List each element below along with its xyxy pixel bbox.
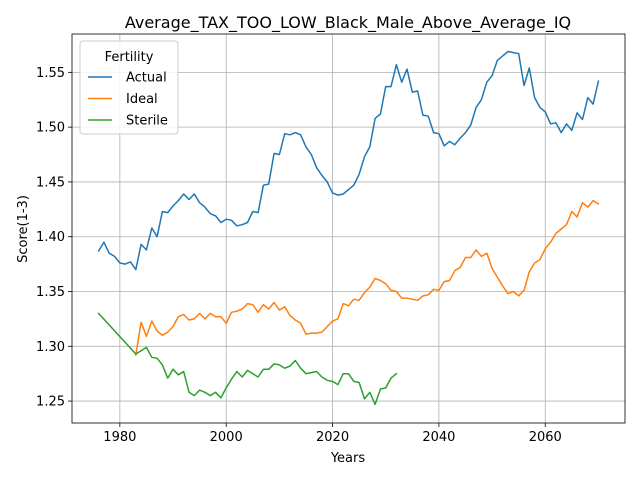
x-tick-label: 2060 [529, 430, 562, 445]
y-axis-label: Score(1-3) [16, 195, 31, 263]
y-tick-label: 1.40 [36, 230, 65, 245]
legend-title: Fertility [105, 50, 154, 65]
y-tick-label: 1.45 [36, 175, 65, 190]
legend-items: Actual Ideal Sterile [88, 71, 168, 129]
y-tick-label: 1.30 [36, 340, 65, 355]
y-tick-label: 1.50 [36, 121, 65, 136]
x-tick-label: 2020 [316, 430, 349, 445]
legend-label-actual: Actual [126, 71, 167, 86]
x-tick-label: 2040 [422, 430, 455, 445]
y-axis-ticks: 1.25 1.30 1.35 1.40 1.45 1.50 1.55 [36, 66, 72, 410]
chart-title: Average_TAX_TOO_LOW_Black_Male_Above_Ave… [125, 13, 571, 33]
x-tick-label: 2000 [210, 430, 243, 445]
x-axis-label: Years [330, 451, 366, 466]
y-tick-label: 1.55 [36, 66, 65, 81]
series-line-ideal [134, 199, 600, 356]
series-line-actual [97, 50, 600, 271]
series-line-sterile [97, 312, 398, 406]
legend-frame [79, 40, 179, 135]
plot-lines [97, 50, 600, 406]
x-axis-ticks: 1980 2000 2020 2040 2060 [103, 423, 562, 445]
plot-area-frame [71, 33, 626, 424]
legend: Fertility Actual Ideal Sterile [79, 40, 179, 135]
x-tick-label: 1980 [103, 430, 136, 445]
y-tick-label: 1.35 [36, 285, 65, 300]
legend-label-ideal: Ideal [126, 92, 158, 107]
legend-label-sterile: Sterile [126, 114, 168, 129]
y-tick-label: 1.25 [36, 395, 65, 410]
